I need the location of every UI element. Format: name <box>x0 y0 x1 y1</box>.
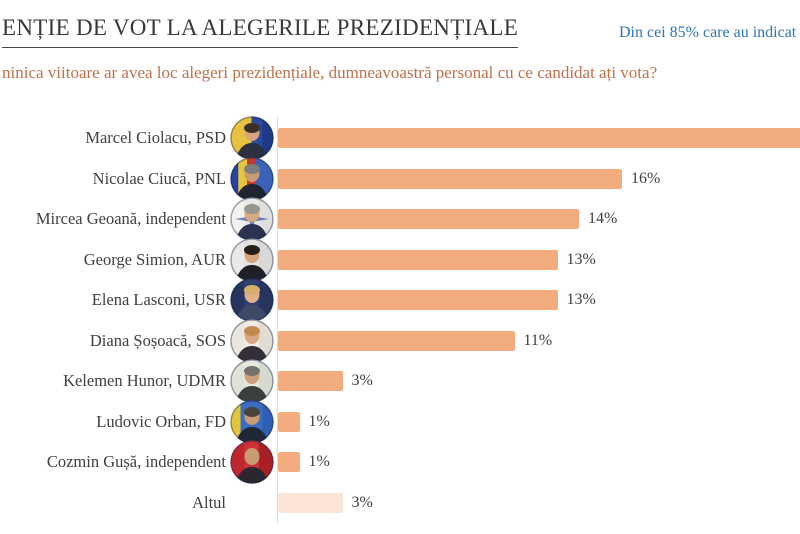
chart-row: Kelemen Hunor, UDMR 3% <box>0 359 800 403</box>
candidate-label: Elena Lasconi, USR <box>91 290 226 310</box>
vote-bar <box>278 330 515 351</box>
vote-bar <box>278 209 579 230</box>
bar-area: 1% <box>278 442 800 483</box>
candidate-avatar <box>226 278 278 322</box>
candidate-label: Marcel Ciolacu, PSD <box>85 128 226 148</box>
vote-bar <box>278 492 343 513</box>
bar-area: 16% <box>278 159 800 200</box>
vote-bar <box>278 128 800 149</box>
bar-area: 11% <box>278 321 800 362</box>
candidate-label: Nicolae Ciucă, PNL <box>92 168 226 188</box>
candidate-label: Ludovic Orban, FD <box>96 411 226 431</box>
vote-percentage: 1% <box>308 412 330 430</box>
candidate-avatar <box>226 157 278 201</box>
vote-bar <box>278 168 622 189</box>
candidate-label: George Simion, AUR <box>83 249 226 269</box>
vote-percentage: 3% <box>351 493 373 511</box>
vote-percentage: 3% <box>351 372 373 390</box>
vote-percentage: 14% <box>588 210 618 228</box>
bar-area: 3% <box>278 361 800 402</box>
bar-area: 14% <box>278 199 800 240</box>
chart-axis-line <box>277 117 278 523</box>
chart-row: Diana Șoșoacă, SOS 11% <box>0 319 800 363</box>
chart-row: Altul 3% <box>0 483 800 524</box>
vote-percentage: 13% <box>566 291 596 309</box>
bar-area <box>278 118 800 159</box>
candidate-label: Kelemen Hunor, UDMR <box>63 371 226 391</box>
bar-chart: Marcel Ciolacu, PSD Nicolae Ciucă, PNL 16%… <box>0 116 800 524</box>
vote-bar <box>278 371 343 392</box>
candidate-avatar <box>226 359 278 403</box>
vote-bar <box>278 290 558 311</box>
chart-row: Cozmin Gușă, independent 1% <box>0 440 800 484</box>
vote-percentage: 1% <box>308 453 330 471</box>
bar-area: 13% <box>278 240 800 281</box>
header-note-blue: Din cei 85% care au indicat u <box>619 24 800 41</box>
vote-percentage: 13% <box>566 250 596 268</box>
vote-percentage: 16% <box>631 169 661 187</box>
chart-row: Ludovic Orban, FD 1% <box>0 400 800 444</box>
chart-row: Mircea Geoană, independent 14% <box>0 197 800 241</box>
page-title: ENȚIE DE VOT LA ALEGERILE PREZIDENȚIALE <box>2 15 519 48</box>
bar-area: 13% <box>278 280 800 321</box>
candidate-avatar <box>226 197 278 241</box>
bar-area: 1% <box>278 402 800 443</box>
vote-percentage: 11% <box>523 331 553 349</box>
vote-bar <box>278 452 300 473</box>
candidate-avatar <box>226 400 278 444</box>
candidate-label: Mircea Geoană, independent <box>35 209 226 229</box>
vote-bar <box>278 249 558 270</box>
bar-area: 3% <box>278 483 800 524</box>
candidate-label: Diana Șoșoacă, SOS <box>89 330 226 350</box>
chart-row: Nicolae Ciucă, PNL 16% <box>0 157 800 201</box>
candidate-avatar <box>226 319 278 363</box>
chart-row: Marcel Ciolacu, PSD <box>0 116 800 160</box>
vote-bar <box>278 411 300 432</box>
survey-question: ninica viitoare ar avea loc alegeri prez… <box>2 63 658 82</box>
candidate-avatar <box>226 440 278 484</box>
candidate-label: Cozmin Gușă, independent <box>46 452 226 472</box>
chart-row: Elena Lasconi, USR 13% <box>0 278 800 322</box>
candidate-avatar <box>226 116 278 160</box>
chart-row: George Simion, AUR 13% <box>0 238 800 282</box>
candidate-avatar <box>226 238 278 282</box>
candidate-label: Altul <box>192 492 226 512</box>
